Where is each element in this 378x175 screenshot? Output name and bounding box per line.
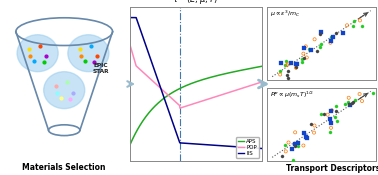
- Point: [318, 42, 324, 45]
- Point: [279, 154, 285, 157]
- Point: [282, 64, 288, 67]
- Point: [294, 144, 301, 147]
- Point: [329, 109, 335, 112]
- Point: [301, 144, 307, 147]
- Point: [317, 33, 323, 36]
- Point: [317, 46, 323, 48]
- Point: [288, 62, 294, 64]
- Point: [359, 24, 366, 27]
- Point: [299, 57, 305, 60]
- Point: [341, 32, 347, 34]
- Point: [311, 38, 318, 41]
- Point: [344, 24, 350, 27]
- Point: [282, 143, 288, 146]
- Point: [325, 113, 331, 116]
- Point: [311, 131, 317, 134]
- Text: $PF \propto \mu(m_sT)^{1/2}$: $PF \propto \mu(m_sT)^{1/2}$: [270, 90, 314, 100]
- Point: [314, 49, 320, 52]
- Point: [301, 46, 307, 49]
- Point: [334, 120, 340, 123]
- Point: [318, 31, 324, 33]
- Point: [347, 103, 353, 106]
- Point: [333, 104, 339, 107]
- Ellipse shape: [17, 35, 58, 72]
- Point: [333, 31, 339, 34]
- Point: [292, 131, 298, 134]
- Point: [301, 52, 307, 55]
- Text: Materials Selection: Materials Selection: [22, 163, 106, 172]
- Text: EPIC
STAR: EPIC STAR: [92, 63, 109, 74]
- Point: [285, 76, 291, 79]
- Point: [285, 70, 291, 73]
- Point: [303, 45, 309, 48]
- Point: [282, 60, 288, 63]
- Point: [293, 66, 299, 69]
- Point: [327, 118, 333, 121]
- Point: [342, 103, 348, 105]
- Point: [293, 66, 299, 69]
- Point: [346, 103, 352, 106]
- Point: [284, 74, 290, 77]
- Point: [359, 100, 365, 102]
- Point: [295, 142, 301, 145]
- Point: [345, 100, 351, 103]
- Point: [370, 92, 376, 95]
- Point: [299, 60, 305, 63]
- Text: $\mu \propto \varepsilon^3/m_C$: $\mu \propto \varepsilon^3/m_C$: [270, 9, 301, 19]
- Point: [330, 36, 336, 38]
- Point: [308, 122, 314, 125]
- Point: [278, 61, 284, 64]
- Point: [293, 63, 299, 66]
- Point: [277, 73, 283, 76]
- Point: [283, 150, 289, 153]
- Point: [327, 131, 333, 134]
- Point: [332, 116, 338, 119]
- Point: [327, 41, 333, 44]
- Point: [328, 110, 334, 113]
- Point: [301, 57, 307, 59]
- Point: [356, 93, 363, 95]
- Point: [277, 70, 283, 72]
- Point: [350, 24, 356, 27]
- Point: [288, 148, 294, 150]
- Ellipse shape: [44, 72, 85, 109]
- Point: [301, 131, 307, 134]
- Point: [311, 124, 318, 127]
- Point: [328, 126, 334, 129]
- Point: [308, 49, 314, 52]
- Point: [285, 141, 291, 144]
- Title: $\tau^{-1}(E,\mu,T)$: $\tau^{-1}(E,\mu,T)$: [172, 0, 219, 7]
- Point: [291, 143, 297, 146]
- Text: Transport Descriptors: Transport Descriptors: [286, 164, 378, 173]
- Ellipse shape: [68, 35, 109, 72]
- Point: [304, 56, 310, 59]
- Point: [350, 101, 356, 104]
- Text: $E_F$: $E_F$: [175, 173, 185, 175]
- Point: [327, 39, 333, 42]
- Legend: APS, POP, IIS: APS, POP, IIS: [235, 136, 259, 158]
- Point: [304, 136, 310, 139]
- Point: [333, 110, 339, 113]
- Point: [357, 19, 363, 22]
- Point: [303, 135, 309, 138]
- Point: [321, 112, 327, 115]
- Point: [349, 102, 355, 105]
- Point: [307, 47, 313, 50]
- Point: [285, 62, 291, 65]
- Point: [318, 112, 324, 115]
- Point: [352, 98, 358, 101]
- Point: [328, 35, 334, 38]
- Point: [290, 158, 296, 161]
- Point: [284, 64, 290, 66]
- Point: [291, 144, 297, 147]
- Point: [328, 121, 334, 124]
- Point: [294, 62, 300, 65]
- Point: [293, 63, 299, 66]
- Point: [351, 19, 357, 22]
- Point: [346, 96, 352, 99]
